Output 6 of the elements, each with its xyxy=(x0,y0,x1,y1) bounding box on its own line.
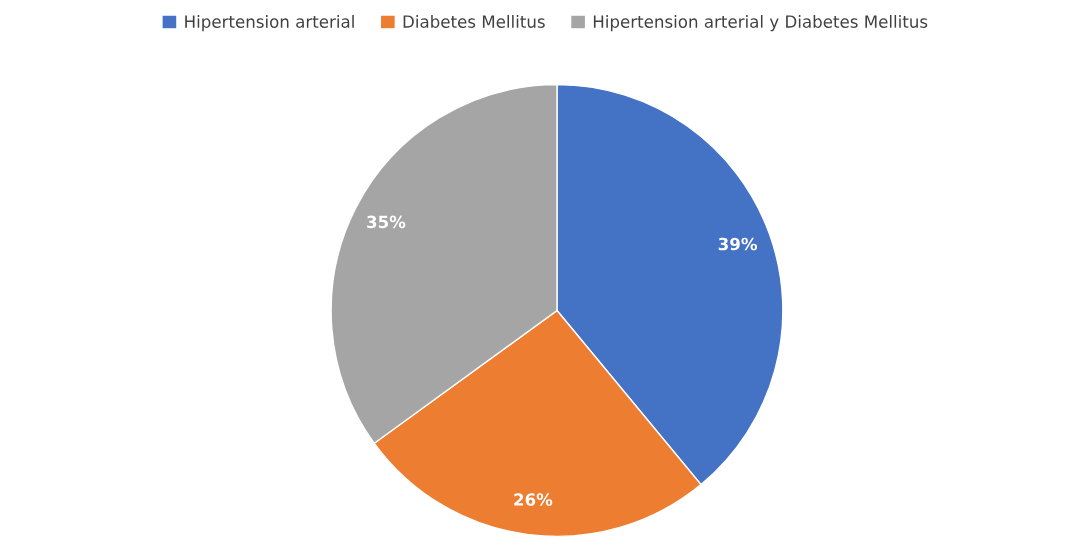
data-label: 39% xyxy=(718,237,758,251)
legend-label: Hipertension arterial y Diabetes Mellitus xyxy=(593,15,928,32)
data-label: 26% xyxy=(514,493,553,506)
legend-label: Hipertension arterial xyxy=(185,15,354,32)
data-label: 35% xyxy=(367,215,406,229)
legend-label: Diabetes Mellitus xyxy=(403,15,545,28)
